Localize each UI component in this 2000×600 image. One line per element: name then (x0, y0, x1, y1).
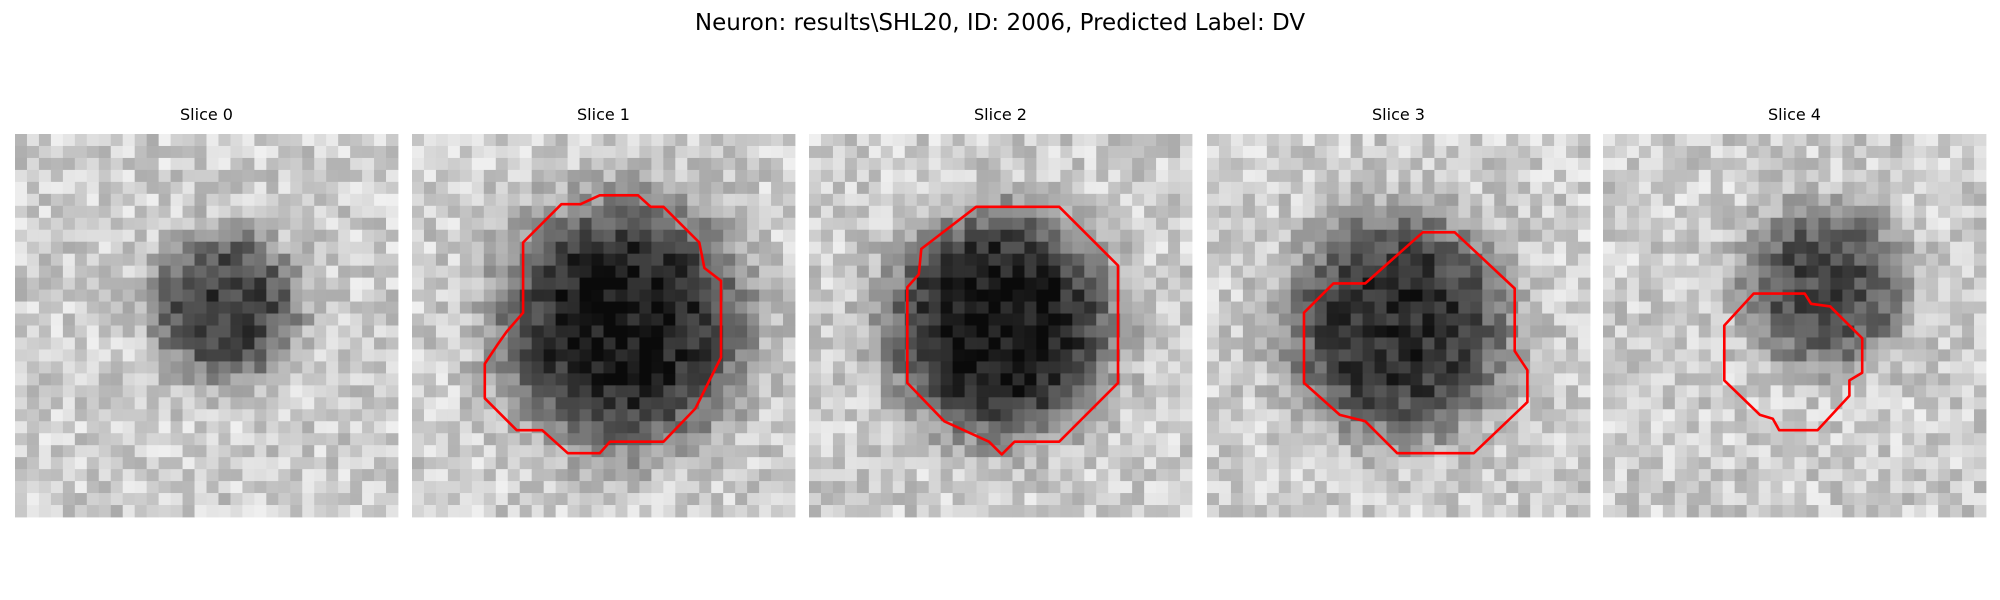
roi-contour (1723, 292, 1864, 432)
slice-image (412, 134, 796, 518)
slice-image (809, 134, 1193, 518)
slice-image (1603, 134, 1987, 518)
slice-title: Slice 0 (180, 105, 233, 124)
slice-title: Slice 2 (974, 105, 1027, 124)
roi-contour (483, 194, 723, 455)
slice-panel: Slice 2 (809, 105, 1193, 518)
roi-contour (1302, 231, 1529, 455)
slice-panel: Slice 3 (1207, 105, 1591, 518)
slice-title: Slice 3 (1372, 105, 1425, 124)
slice-panel: Slice 0 (15, 105, 399, 518)
slice-image (15, 134, 399, 518)
figure-title: Neuron: results\SHL20, ID: 2006, Predict… (695, 10, 1305, 36)
slice-image (1207, 134, 1591, 518)
slice-title: Slice 1 (577, 105, 630, 124)
slice-title: Slice 4 (1768, 105, 1821, 124)
roi-contour (905, 205, 1120, 456)
slice-panel: Slice 4 (1603, 105, 1987, 518)
slice-panel: Slice 1 (412, 105, 796, 518)
